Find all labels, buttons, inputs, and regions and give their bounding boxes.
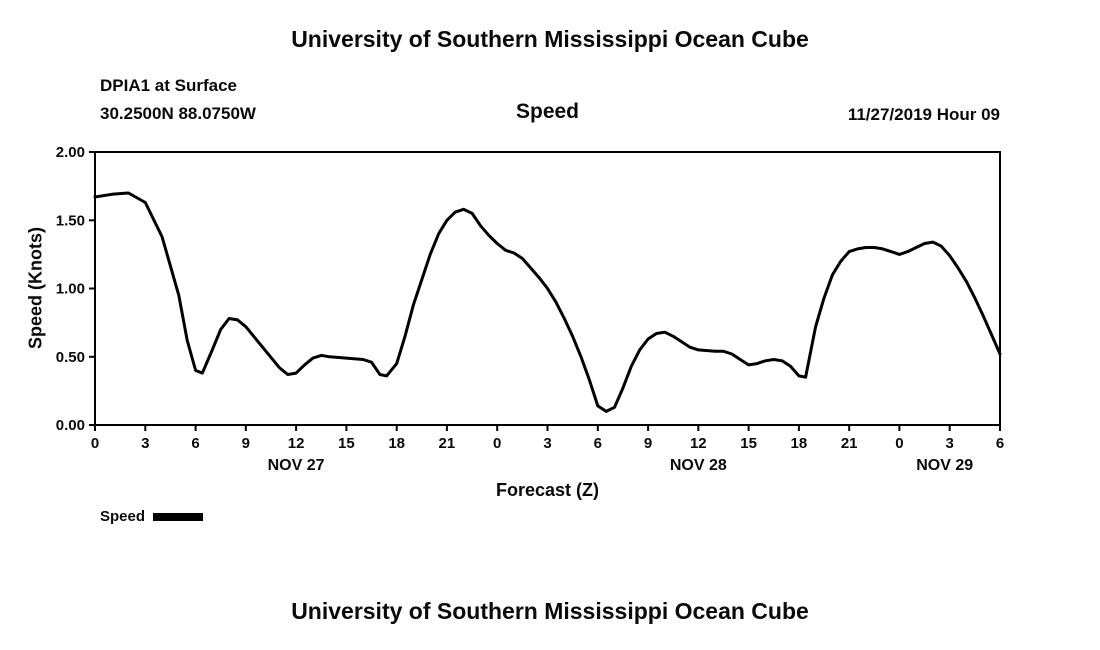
legend-label: Speed (100, 508, 146, 525)
x-tick-label: 0 (91, 435, 99, 452)
x-tick-label: 21 (841, 435, 858, 452)
x-tick-label: 12 (690, 435, 707, 452)
x-tick-label: 6 (594, 435, 602, 452)
bottom-title: University of Southern Mississippi Ocean… (291, 598, 809, 624)
y-tick-label: 0.50 (56, 349, 85, 366)
station-label: DPIA1 at Surface (100, 76, 237, 95)
x-axis-label: Forecast (Z) (495, 480, 600, 500)
x-tick-label: 0 (493, 435, 501, 452)
speed-line (93, 191, 1002, 413)
x-tick-label: 6 (996, 435, 1004, 452)
run-time-label: 11/27/2019 Hour 09 (847, 105, 1000, 124)
y-tick-label: 0.00 (56, 417, 85, 434)
y-tick-label: 1.50 (56, 212, 85, 229)
y-tick-label: 1.00 (56, 281, 85, 298)
x-tick-label: 9 (242, 435, 250, 452)
chart-title: Speed (515, 100, 580, 123)
x-tick-label: 21 (439, 435, 456, 452)
y-tick-label: 2.00 (56, 144, 85, 161)
x-tick-label: 6 (191, 435, 199, 452)
x-tick-label: 0 (895, 435, 903, 452)
x-tick-label: 18 (791, 435, 808, 452)
x-tick-label: 15 (740, 435, 757, 452)
date-label: NOV 28 (670, 457, 727, 474)
date-label: NOV 27 (268, 457, 325, 474)
x-tick-label: 3 (141, 435, 149, 452)
x-tick-label: 9 (644, 435, 652, 452)
top-title: University of Southern Mississippi Ocean… (291, 26, 809, 52)
location-coordinates: 30.2500N 88.0750W (100, 104, 256, 123)
x-tick-label: 15 (338, 435, 355, 452)
x-tick-label: 3 (543, 435, 551, 452)
legend: Speed (100, 508, 204, 525)
x-tick-label: 18 (388, 435, 405, 452)
x-tick-label: 3 (946, 435, 954, 452)
x-tick-label: 12 (288, 435, 305, 452)
legend-line-swatch (153, 512, 204, 521)
date-label: NOV 29 (916, 457, 973, 474)
